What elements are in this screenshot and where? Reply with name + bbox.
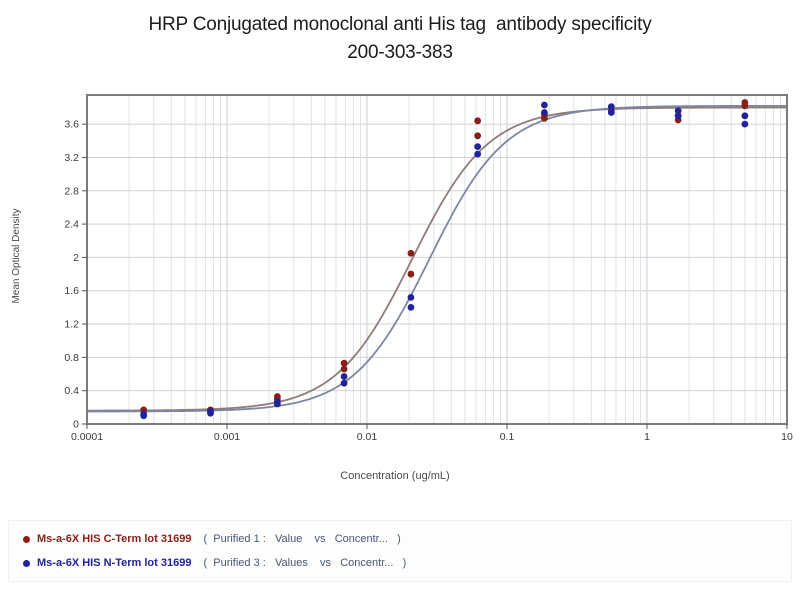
- data-point-series-1: [407, 303, 415, 311]
- data-point-series-1: [674, 112, 682, 120]
- data-point-series-0: [340, 365, 348, 373]
- data-point-series-0: [474, 117, 482, 125]
- y-tick-label: 0: [73, 419, 79, 431]
- data-points: [140, 99, 749, 420]
- data-point-series-0: [407, 249, 415, 257]
- legend-series-detail: ( Purified 1 : Value vs Concentr... ): [203, 533, 401, 545]
- data-point-series-0: [273, 393, 281, 400]
- chart-title: HRP Conjugated monoclonal anti His tag a…: [148, 14, 652, 35]
- fit-curves: [86, 104, 788, 413]
- legend-series-detail: ( Purified 3 : Values vs Concentr... ): [203, 557, 407, 569]
- y-tick-label: 3.6: [64, 119, 79, 131]
- legend-marker-blue-dot: [23, 559, 30, 567]
- data-point-series-1: [273, 398, 281, 405]
- x-tick-label: 0.01: [357, 431, 378, 443]
- data-point-series-1: [407, 294, 415, 301]
- data-point-series-1: [607, 109, 615, 116]
- data-point-series-1: [474, 150, 482, 158]
- y-tick-label: 1.6: [64, 285, 79, 297]
- y-tick-label: 2.4: [64, 219, 79, 231]
- data-point-series-1: [674, 107, 682, 115]
- legend-series-name: Ms-a-6X HIS C-Term lot 31699: [37, 533, 192, 545]
- x-tick-label: 0.001: [214, 431, 240, 443]
- x-tick-label: 1: [644, 431, 650, 443]
- fit-curve-series-0: [86, 106, 787, 412]
- data-point-series-1: [340, 373, 348, 380]
- x-tick-label: 0.0001: [71, 431, 103, 443]
- data-point-series-1: [140, 410, 148, 418]
- gridlines: [87, 95, 787, 424]
- y-tick-label: 2.8: [64, 185, 79, 197]
- legend-marker-red-dot: [23, 535, 30, 543]
- x-tick-label: 10: [781, 431, 793, 443]
- x-axis-label: Concentration (ug/mL): [340, 470, 450, 482]
- data-point-series-1: [607, 103, 615, 111]
- y-tick-label: 1.2: [64, 319, 79, 331]
- legend-item-nterm: Ms-a-6X HIS N-Term lot 31699 ( Purified …: [23, 555, 406, 571]
- legend-series-name: Ms-a-6X HIS N-Term lot 31699: [37, 557, 192, 569]
- data-point-series-1: [741, 120, 749, 128]
- y-tick-label: 0.8: [64, 352, 79, 364]
- chart-subtitle: 200-303-383: [347, 42, 453, 63]
- legend-item-cterm: Ms-a-6X HIS C-Term lot 31699 ( Purified …: [23, 531, 401, 547]
- legend-panel: Ms-a-6X HIS C-Term lot 31699 ( Purified …: [8, 520, 792, 582]
- x-tick-label: 0.1: [500, 431, 515, 443]
- y-tick-label: 0.4: [64, 385, 79, 397]
- plot-frame: [86, 94, 788, 425]
- data-point-series-0: [741, 99, 749, 106]
- data-point-series-1: [541, 109, 548, 116]
- chart-plot-area: 0.0001 0.001 0.01 0.1 1 10 0 0.4 0.8 1.2 1.6 2 2.4 2.…: [64, 94, 793, 443]
- data-point-series-1: [207, 408, 214, 415]
- data-point-series-1: [474, 143, 482, 151]
- data-point-series-0: [340, 359, 348, 367]
- fit-curve-series-1: [87, 104, 788, 413]
- data-point-series-1: [340, 379, 348, 387]
- y-tick-label: 3.2: [64, 152, 79, 164]
- data-point-series-1: [741, 112, 749, 120]
- data-point-series-0: [474, 132, 482, 140]
- data-point-series-0: [407, 270, 415, 278]
- axis-ticks-and-labels: 0.0001 0.001 0.01 0.1 1 10 0 0.4 0.8 1.2 1.6 2 2.4 2.…: [64, 119, 793, 443]
- y-tick-label: 2: [73, 252, 79, 264]
- data-point-series-1: [541, 101, 548, 109]
